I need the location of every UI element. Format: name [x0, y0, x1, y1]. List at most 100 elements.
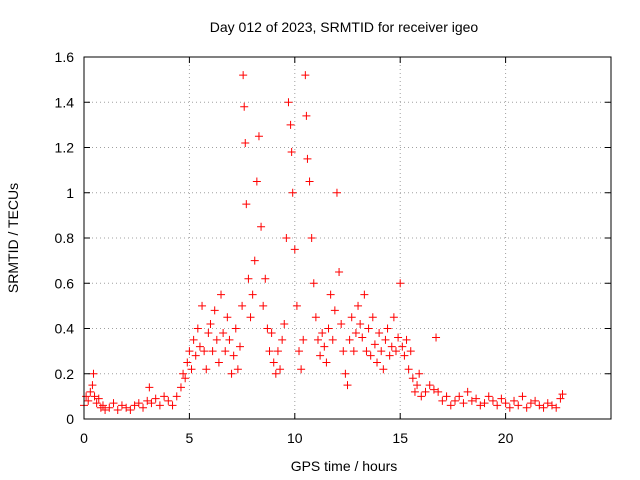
data-point	[320, 342, 329, 351]
data-point	[235, 342, 244, 351]
data-point	[271, 369, 280, 378]
data-point	[151, 394, 160, 403]
data-point	[130, 401, 139, 410]
data-point	[90, 392, 99, 401]
data-point	[206, 319, 215, 328]
y-tick-label: 1	[66, 185, 74, 201]
data-point	[229, 351, 238, 360]
y-tick-label: 0	[66, 411, 74, 427]
data-point	[145, 383, 154, 392]
data-point	[402, 335, 411, 344]
data-point	[185, 347, 194, 356]
data-point	[200, 347, 209, 356]
data-point	[446, 401, 455, 410]
data-point	[425, 381, 434, 390]
data-point	[410, 387, 419, 396]
data-point	[322, 358, 331, 367]
data-point	[451, 396, 460, 405]
data-point	[417, 392, 426, 401]
data-point	[202, 365, 211, 374]
data-point	[195, 342, 204, 351]
data-point	[347, 313, 356, 322]
data-point	[345, 335, 354, 344]
data-point	[539, 403, 548, 412]
data-point	[368, 313, 377, 322]
data-point	[286, 120, 295, 129]
data-point	[552, 403, 561, 412]
data-point	[387, 342, 396, 351]
data-point	[160, 392, 169, 401]
data-point	[126, 405, 135, 414]
data-point	[493, 401, 502, 410]
data-point	[113, 405, 122, 414]
data-point	[313, 335, 322, 344]
y-tick-label: 1.6	[55, 49, 75, 65]
data-point	[510, 396, 519, 405]
data-point	[302, 111, 311, 120]
data-point	[233, 365, 242, 374]
data-point	[259, 301, 268, 310]
data-point	[267, 329, 276, 338]
data-point	[193, 324, 202, 333]
data-point	[276, 365, 285, 374]
data-point	[366, 351, 375, 360]
data-point	[101, 405, 110, 414]
x-axis-label: GPS time / hours	[291, 458, 398, 474]
data-point	[383, 324, 392, 333]
data-point	[522, 403, 531, 412]
data-point	[455, 392, 464, 401]
data-point	[280, 319, 289, 328]
data-point	[172, 392, 181, 401]
data-point	[421, 387, 430, 396]
data-point	[109, 399, 118, 408]
data-point	[214, 358, 223, 367]
data-point	[413, 381, 422, 390]
data-point	[354, 301, 363, 310]
data-point	[379, 365, 388, 374]
data-point	[326, 290, 335, 299]
y-tick-label: 0.6	[55, 275, 75, 291]
data-point	[250, 256, 259, 265]
chart-title: Day 012 of 2023, SRMTID for receiver ige…	[210, 19, 479, 35]
x-tick-label: 5	[186, 430, 194, 446]
data-point	[265, 347, 274, 356]
data-point	[297, 365, 306, 374]
data-point	[543, 399, 552, 408]
data-point	[309, 279, 318, 288]
data-points	[80, 71, 567, 414]
data-point	[480, 399, 489, 408]
data-point	[535, 401, 544, 410]
data-point	[191, 351, 200, 360]
data-point	[328, 335, 337, 344]
data-point	[208, 347, 217, 356]
data-point	[556, 394, 565, 403]
data-point	[408, 374, 417, 383]
data-point	[356, 319, 365, 328]
x-tick-label: 10	[287, 430, 303, 446]
data-point	[86, 387, 95, 396]
data-point	[292, 301, 301, 310]
data-point	[278, 335, 287, 344]
data-point	[290, 245, 299, 254]
data-point	[373, 358, 382, 367]
data-point	[252, 177, 261, 186]
data-point	[318, 329, 327, 338]
data-point	[168, 401, 177, 410]
data-point	[330, 306, 339, 315]
data-point	[257, 222, 266, 231]
data-point	[547, 401, 556, 410]
data-point	[505, 403, 514, 412]
data-point	[98, 401, 107, 410]
data-point	[246, 313, 255, 322]
y-tick-label: 0.4	[55, 321, 75, 337]
data-point	[343, 381, 352, 390]
data-point	[406, 347, 415, 356]
data-point	[273, 347, 282, 356]
data-point	[311, 313, 320, 322]
data-point	[239, 71, 248, 80]
data-point	[94, 394, 103, 403]
data-point	[432, 333, 441, 342]
data-point	[179, 369, 188, 378]
data-point	[82, 392, 91, 401]
